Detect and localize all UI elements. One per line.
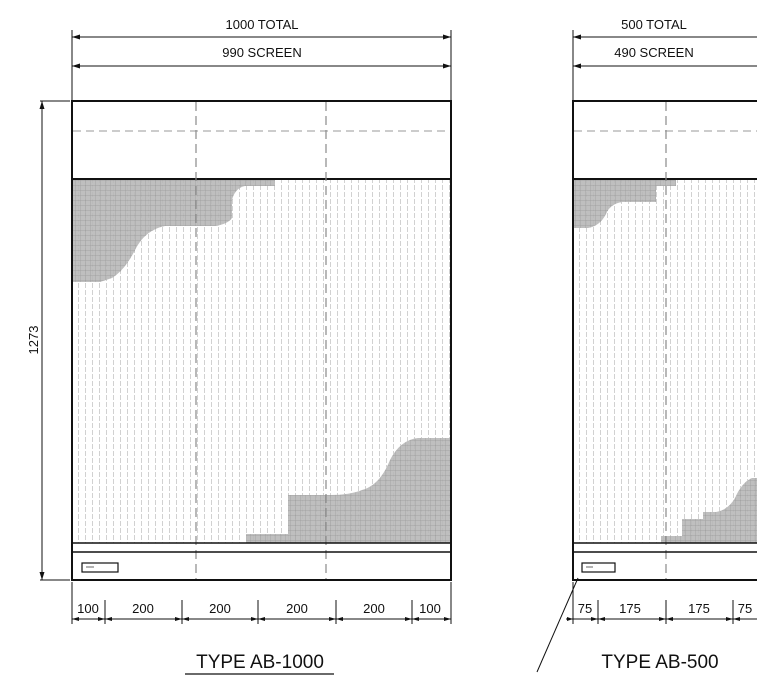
type-caption: TYPE AB-1000 bbox=[196, 652, 324, 673]
height-dimension: 1273 bbox=[26, 100, 70, 581]
total-dimension: 500 TOTAL bbox=[572, 17, 757, 100]
segment-label: 200 bbox=[209, 601, 231, 616]
leader-line bbox=[536, 577, 579, 673]
segment-label: 75 bbox=[578, 601, 592, 616]
shade-bottom-right bbox=[661, 478, 757, 543]
screen-dimension: 990 SCREEN bbox=[72, 45, 451, 69]
segment-label: 175 bbox=[619, 601, 641, 616]
total-label: 1000 TOTAL bbox=[226, 17, 299, 32]
segment-label: 100 bbox=[77, 601, 99, 616]
total-dimension: 1000 TOTAL bbox=[71, 17, 452, 100]
screen-label: 990 SCREEN bbox=[222, 45, 301, 60]
type-caption: TYPE AB-500 bbox=[601, 652, 718, 673]
drawing-ab-500: 500 TOTAL 490 SCREEN 75 175 1 bbox=[536, 17, 757, 673]
screen-dimension: 490 SCREEN bbox=[573, 45, 757, 69]
shade-bottom-right bbox=[246, 438, 450, 543]
shade-top-left bbox=[73, 180, 275, 282]
bottom-dimension-chain: 100 200 200 200 200 100 bbox=[71, 582, 452, 624]
bottom-dimension-chain: 75 175 175 75 bbox=[566, 582, 757, 624]
handle-plate bbox=[581, 562, 616, 573]
segment-label: 200 bbox=[286, 601, 308, 616]
screen-label: 490 SCREEN bbox=[614, 45, 693, 60]
segment-label: 100 bbox=[419, 601, 441, 616]
total-label: 500 TOTAL bbox=[621, 17, 687, 32]
segment-label: 75 bbox=[738, 601, 752, 616]
handle-plate bbox=[81, 562, 119, 573]
shade-top-left bbox=[574, 180, 676, 228]
segment-label: 200 bbox=[363, 601, 385, 616]
segment-label: 175 bbox=[688, 601, 710, 616]
segment-label: 200 bbox=[132, 601, 154, 616]
height-label: 1273 bbox=[26, 326, 41, 355]
drawing-ab-1000: 1000 TOTAL 990 SCREEN 1273 bbox=[26, 17, 452, 675]
